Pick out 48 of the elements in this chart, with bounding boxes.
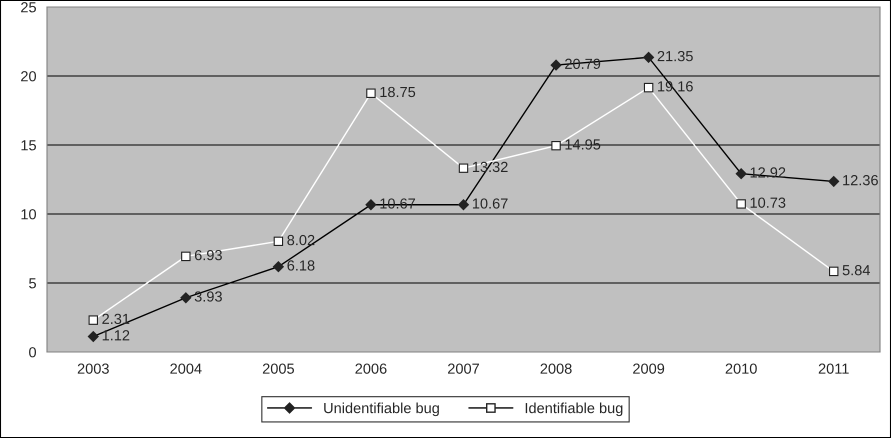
legend-label: Unidentifiable bug <box>324 402 439 416</box>
legend-label: Identifiable bug <box>526 402 622 416</box>
data-label: 12.36 <box>843 175 878 186</box>
point <box>828 176 840 187</box>
y-tick-label: 5 <box>29 278 36 288</box>
y-tick-label: 10 <box>21 209 36 220</box>
data-label: 2.31 <box>102 314 130 324</box>
x-tick-label: 2009 <box>633 363 664 374</box>
point <box>88 331 99 342</box>
point <box>180 292 192 304</box>
point <box>458 199 469 210</box>
data-label: 6.93 <box>194 250 222 260</box>
point <box>829 266 838 276</box>
y-tick-label: 0 <box>29 347 36 358</box>
point <box>366 88 376 98</box>
point <box>551 140 561 150</box>
data-label: 12.92 <box>750 167 786 178</box>
data-label: 5.84 <box>842 264 870 276</box>
data-label: 3.93 <box>194 291 222 302</box>
point <box>181 252 191 262</box>
data-label: 21.35 <box>658 50 693 62</box>
data-label: 1.12 <box>102 330 130 340</box>
point <box>643 52 654 63</box>
x-tick-label: 2003 <box>78 363 109 374</box>
x-tick-label: 2011 <box>818 363 849 374</box>
point <box>736 199 746 209</box>
point <box>272 261 284 272</box>
y-tick-label: 25 <box>21 2 36 12</box>
data-label: 6.18 <box>287 260 314 271</box>
x-tick-label: 2007 <box>448 363 479 374</box>
point <box>458 163 468 173</box>
data-label: 8.02 <box>287 234 314 246</box>
point <box>274 236 284 246</box>
point <box>550 60 562 71</box>
point <box>644 82 654 92</box>
data-label: 10.73 <box>750 198 786 208</box>
point <box>736 168 747 180</box>
data-label: 18.75 <box>380 86 416 98</box>
y-tick-label: 20 <box>21 71 36 82</box>
x-tick-label: 2010 <box>726 363 757 374</box>
point <box>365 199 376 210</box>
point <box>88 315 98 325</box>
x-tick-label: 2008 <box>540 363 572 374</box>
x-tick-label: 2006 <box>355 363 387 374</box>
data-label: 10.67 <box>472 198 508 209</box>
y-tick-label: 15 <box>21 140 36 150</box>
x-tick-label: 2005 <box>262 363 294 374</box>
x-tick-label: 2004 <box>170 363 202 374</box>
